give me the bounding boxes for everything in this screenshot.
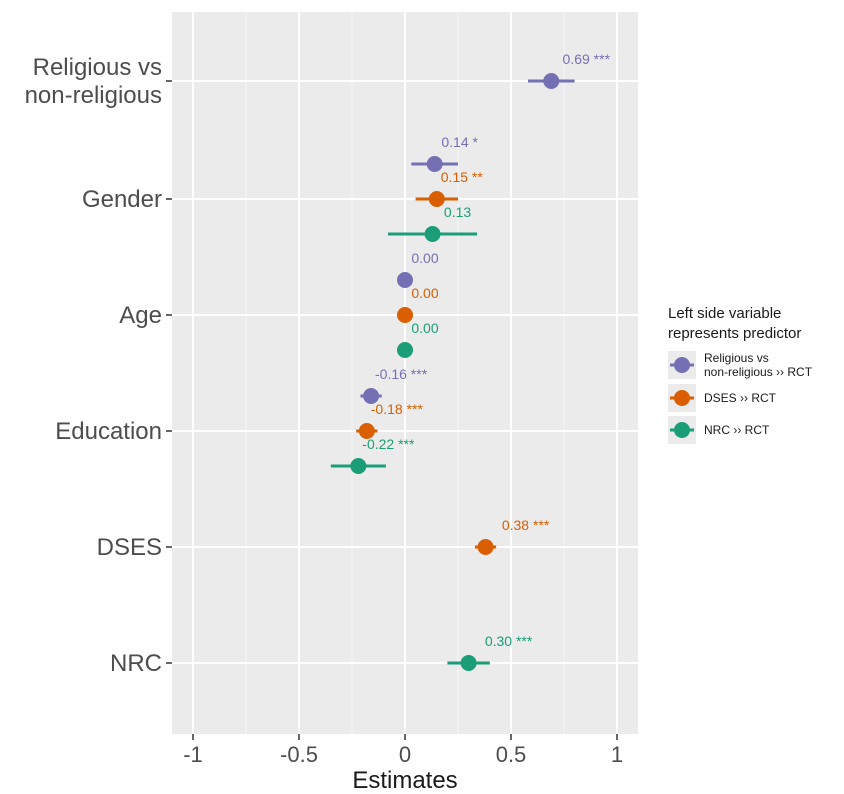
value-label: 0.14 * (441, 134, 478, 150)
legend-key-point (674, 422, 690, 438)
estimate-point (358, 423, 375, 439)
y-tick-label: Education (55, 418, 162, 445)
estimate-point (460, 655, 477, 671)
legend-label: non-religious ›› RCT (704, 365, 813, 379)
estimate-point (397, 342, 413, 358)
value-label: -0.16 *** (375, 366, 428, 382)
estimate-point (424, 226, 441, 242)
value-label: 0.13 (444, 204, 471, 220)
value-label: -0.18 *** (371, 401, 424, 417)
y-tick-label: Religious vs (33, 54, 162, 81)
legend-title: represents predictor (668, 325, 801, 342)
y-tick-label: NRC (110, 650, 162, 677)
value-label: 0.00 (411, 250, 438, 266)
value-label: 0.69 *** (563, 51, 611, 67)
data-marks: 0.69 *** 0.14 * 0.00 -0.16 *** 0.15 ** 0.00 -0… (330, 51, 611, 671)
estimate-point (477, 539, 494, 555)
x-tick-label: 1 (611, 742, 623, 767)
estimate-point (397, 272, 413, 288)
y-tick-label: Gender (82, 186, 162, 213)
legend-label: DSES ›› RCT (704, 391, 777, 405)
estimate-point (350, 458, 367, 474)
legend-title: Left side variable (668, 305, 781, 322)
value-label: 0.00 (411, 285, 438, 301)
value-label: 0.15 ** (441, 169, 484, 185)
x-axis-label: Estimates (352, 767, 457, 794)
legend: Left side variable represents predictor Re… (668, 305, 813, 444)
x-tick-label: 0.5 (496, 742, 527, 767)
legend-label: NRC ›› RCT (704, 423, 770, 437)
y-tick-label: Age (119, 302, 162, 329)
y-tick-label: DSES (97, 534, 162, 561)
x-tick-label: -0.5 (280, 742, 318, 767)
estimate-point (363, 388, 380, 404)
value-label: -0.22 *** (362, 436, 415, 452)
legend-key-point (674, 357, 690, 373)
legend-key-point (674, 390, 690, 406)
value-label: 0.38 *** (502, 517, 550, 533)
x-tick-label: -1 (183, 742, 203, 767)
estimate-point (428, 191, 445, 207)
y-tick-label: non-religious (25, 82, 162, 109)
estimate-point (426, 156, 443, 172)
estimate-point (543, 73, 560, 89)
value-label: 0.30 *** (485, 633, 533, 649)
estimate-point (397, 307, 413, 323)
legend-label: Religious vs (704, 351, 769, 365)
value-label: 0.00 (411, 320, 438, 336)
x-axis: -1 -0.5 0 0.5 1 (183, 734, 623, 767)
x-tick-label: 0 (399, 742, 411, 767)
